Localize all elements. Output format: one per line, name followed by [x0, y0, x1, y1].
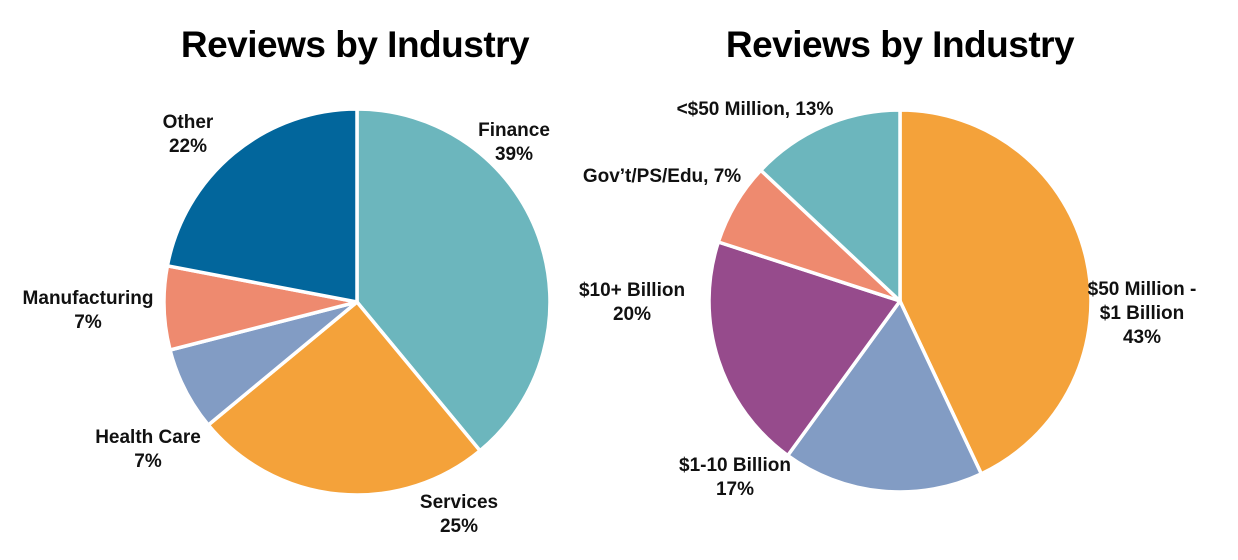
- industry-label-health-care: Health Care 7%: [95, 427, 201, 472]
- revenue-label-10-billion: $10+ Billion 20%: [579, 280, 685, 325]
- revenue-label-line: $1-10 Billion: [679, 455, 791, 476]
- revenue-label-line: $10+ Billion: [579, 280, 685, 301]
- revenue-label-line: 17%: [716, 479, 754, 500]
- revenue-slice-1-10-billion: [785, 299, 984, 494]
- right-chart-title: Reviews by Industry: [725, 24, 1075, 65]
- industry-slice-services: [206, 300, 482, 497]
- industry-label-services: Services 25%: [420, 492, 498, 537]
- revenue-label-line: $50 Million -: [1088, 279, 1197, 300]
- revenue-slice-50-million: [759, 108, 902, 303]
- left-chart-title: Reviews by Industry: [180, 24, 530, 65]
- revenue-slice-50-million-1-billion: [898, 108, 1093, 476]
- industry-label-line: 39%: [495, 144, 533, 165]
- industry-label-line: Services: [420, 492, 498, 513]
- revenue-label-1-10-billion: $1-10 Billion 17%: [679, 455, 791, 500]
- industry-label-other: Other 22%: [163, 112, 214, 157]
- revenue-label-50-million-1-billion: $50 Million - $1 Billion 43%: [1088, 279, 1197, 348]
- industry-pie-chart: Finance 39%Services 25%Health Care 7%Manufa…: [23, 107, 552, 537]
- revenue-label-line: 20%: [613, 304, 651, 325]
- industry-label-finance: Finance 39%: [478, 120, 550, 165]
- revenue-label-gov-t-ps-edu: Gov’t/PS/Edu, 7%: [583, 166, 741, 187]
- revenue-slice-10-billion: [707, 240, 902, 458]
- industry-label-line: Health Care: [95, 427, 201, 448]
- revenue-pie-chart: $50 Million - $1 Billion 43% $1-10 Billion 1…: [579, 99, 1196, 500]
- industry-label-line: Other: [163, 112, 214, 133]
- revenue-label-50-million: <$50 Million, 13%: [677, 99, 834, 120]
- revenue-label-line: $1 Billion: [1100, 303, 1184, 324]
- industry-label-line: Finance: [478, 120, 550, 141]
- industry-slice-other: [165, 107, 359, 304]
- industry-label-manufacturing: Manufacturing 7%: [23, 288, 154, 333]
- revenue-label-line: Gov’t/PS/Edu, 7%: [583, 166, 741, 187]
- industry-slice-finance: [355, 107, 552, 453]
- industry-label-line: 25%: [440, 516, 478, 537]
- industry-label-line: 7%: [134, 451, 162, 472]
- revenue-label-line: <$50 Million, 13%: [677, 99, 834, 120]
- industry-label-line: Manufacturing: [23, 288, 154, 309]
- industry-label-line: 7%: [74, 312, 102, 333]
- revenue-label-line: 43%: [1123, 327, 1161, 348]
- industry-label-line: 22%: [169, 136, 207, 157]
